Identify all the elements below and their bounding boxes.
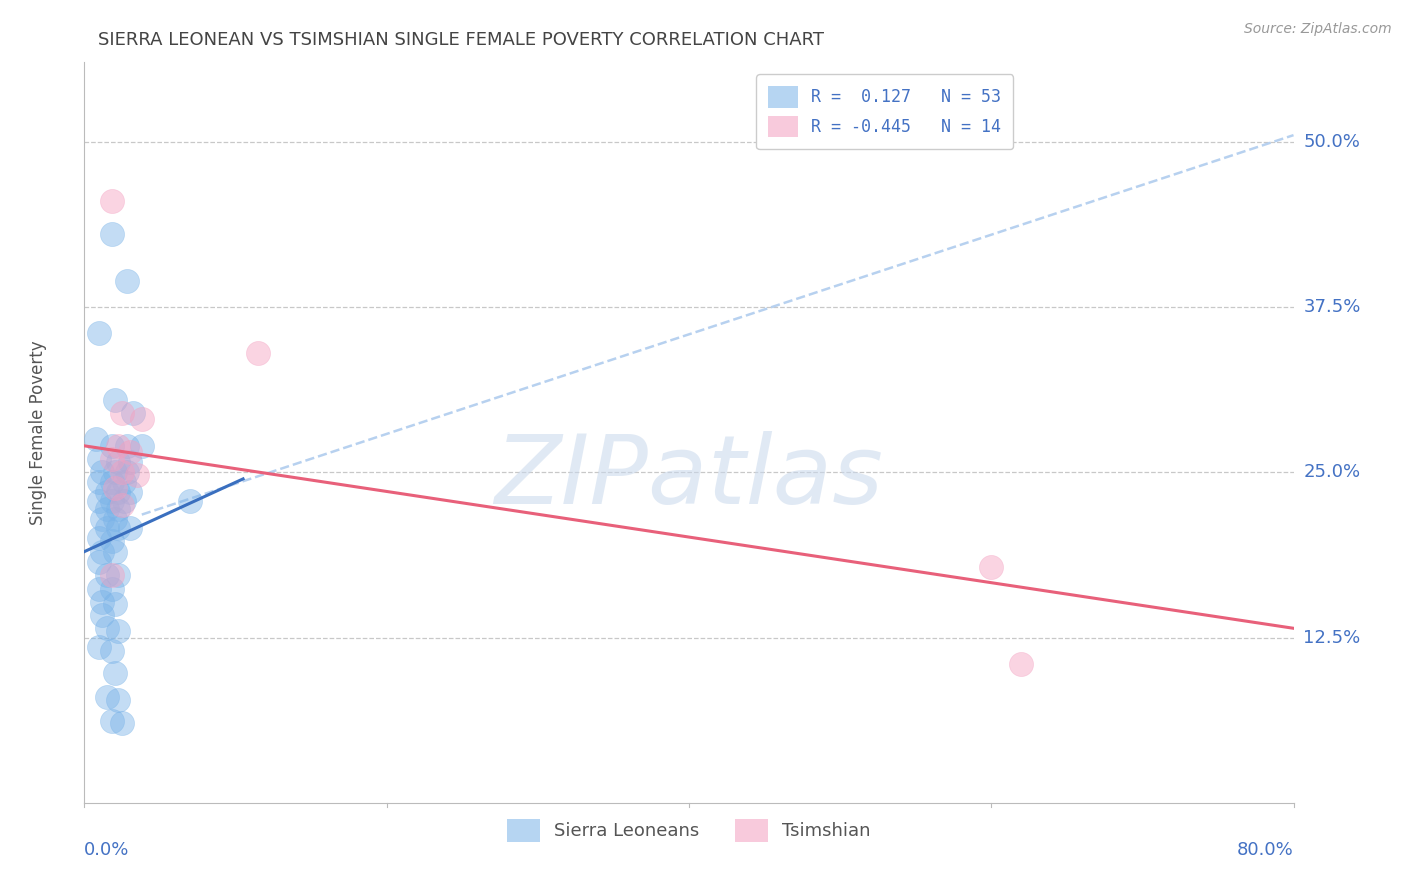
Point xyxy=(96,521,118,535)
Point xyxy=(1011,657,1033,671)
Point xyxy=(96,690,118,704)
Text: 0.0%: 0.0% xyxy=(84,841,129,859)
Text: 80.0%: 80.0% xyxy=(1237,841,1294,859)
Point xyxy=(91,465,114,479)
Point xyxy=(179,494,201,508)
Point xyxy=(89,475,111,489)
Text: Source: ZipAtlas.com: Source: ZipAtlas.com xyxy=(1244,22,1392,37)
Point xyxy=(96,621,118,635)
Point xyxy=(100,534,122,549)
Point xyxy=(112,494,135,508)
Point xyxy=(131,412,153,426)
Point xyxy=(104,511,127,525)
Point xyxy=(100,494,122,508)
Point xyxy=(247,346,270,360)
Point xyxy=(89,555,111,569)
Point xyxy=(107,502,129,516)
Point xyxy=(100,714,122,728)
Point xyxy=(115,465,138,479)
Text: 50.0%: 50.0% xyxy=(1303,133,1360,151)
Point xyxy=(121,406,143,420)
Point xyxy=(91,595,114,609)
Point xyxy=(91,608,114,623)
Text: SIERRA LEONEAN VS TSIMSHIAN SINGLE FEMALE POVERTY CORRELATION CHART: SIERRA LEONEAN VS TSIMSHIAN SINGLE FEMAL… xyxy=(98,31,824,49)
Point xyxy=(104,392,127,407)
Point xyxy=(104,544,127,558)
Point xyxy=(111,716,134,731)
Point xyxy=(100,452,122,467)
Legend: Sierra Leoneans, Tsimshian: Sierra Leoneans, Tsimshian xyxy=(501,812,877,849)
Point xyxy=(112,475,135,489)
Point xyxy=(107,521,129,535)
Point xyxy=(100,475,122,489)
Point xyxy=(127,467,149,482)
Point xyxy=(118,521,141,535)
Point xyxy=(100,644,122,658)
Point xyxy=(107,568,129,582)
Point xyxy=(89,532,111,546)
Point xyxy=(96,568,118,582)
Point xyxy=(104,666,127,681)
Point xyxy=(89,640,111,654)
Point xyxy=(118,455,141,469)
Point xyxy=(107,624,129,638)
Text: ZIPatlas: ZIPatlas xyxy=(495,431,883,524)
Point xyxy=(980,560,1002,574)
Point xyxy=(107,692,129,706)
Point xyxy=(89,326,111,341)
Point xyxy=(107,455,129,469)
Point xyxy=(89,452,111,467)
Point xyxy=(107,439,129,453)
Text: 12.5%: 12.5% xyxy=(1303,629,1361,647)
Point xyxy=(100,194,122,209)
Point xyxy=(91,511,114,525)
Point xyxy=(111,499,134,513)
Text: 37.5%: 37.5% xyxy=(1303,298,1361,316)
Point xyxy=(100,568,122,582)
Point xyxy=(104,481,127,495)
Point xyxy=(107,485,129,500)
Point xyxy=(100,439,122,453)
Point xyxy=(111,465,134,479)
Point xyxy=(89,582,111,596)
Point xyxy=(104,598,127,612)
Point xyxy=(96,485,118,500)
Point xyxy=(118,445,141,459)
Point xyxy=(115,274,138,288)
Point xyxy=(86,432,108,446)
Text: 25.0%: 25.0% xyxy=(1303,463,1361,482)
Point xyxy=(91,544,114,558)
Point xyxy=(111,406,134,420)
Point xyxy=(131,439,153,453)
Point xyxy=(115,439,138,453)
Point xyxy=(104,465,127,479)
Point xyxy=(100,582,122,596)
Point xyxy=(89,494,111,508)
Point xyxy=(96,502,118,516)
Point xyxy=(100,227,122,242)
Point xyxy=(118,485,141,500)
Text: Single Female Poverty: Single Female Poverty xyxy=(30,341,48,524)
